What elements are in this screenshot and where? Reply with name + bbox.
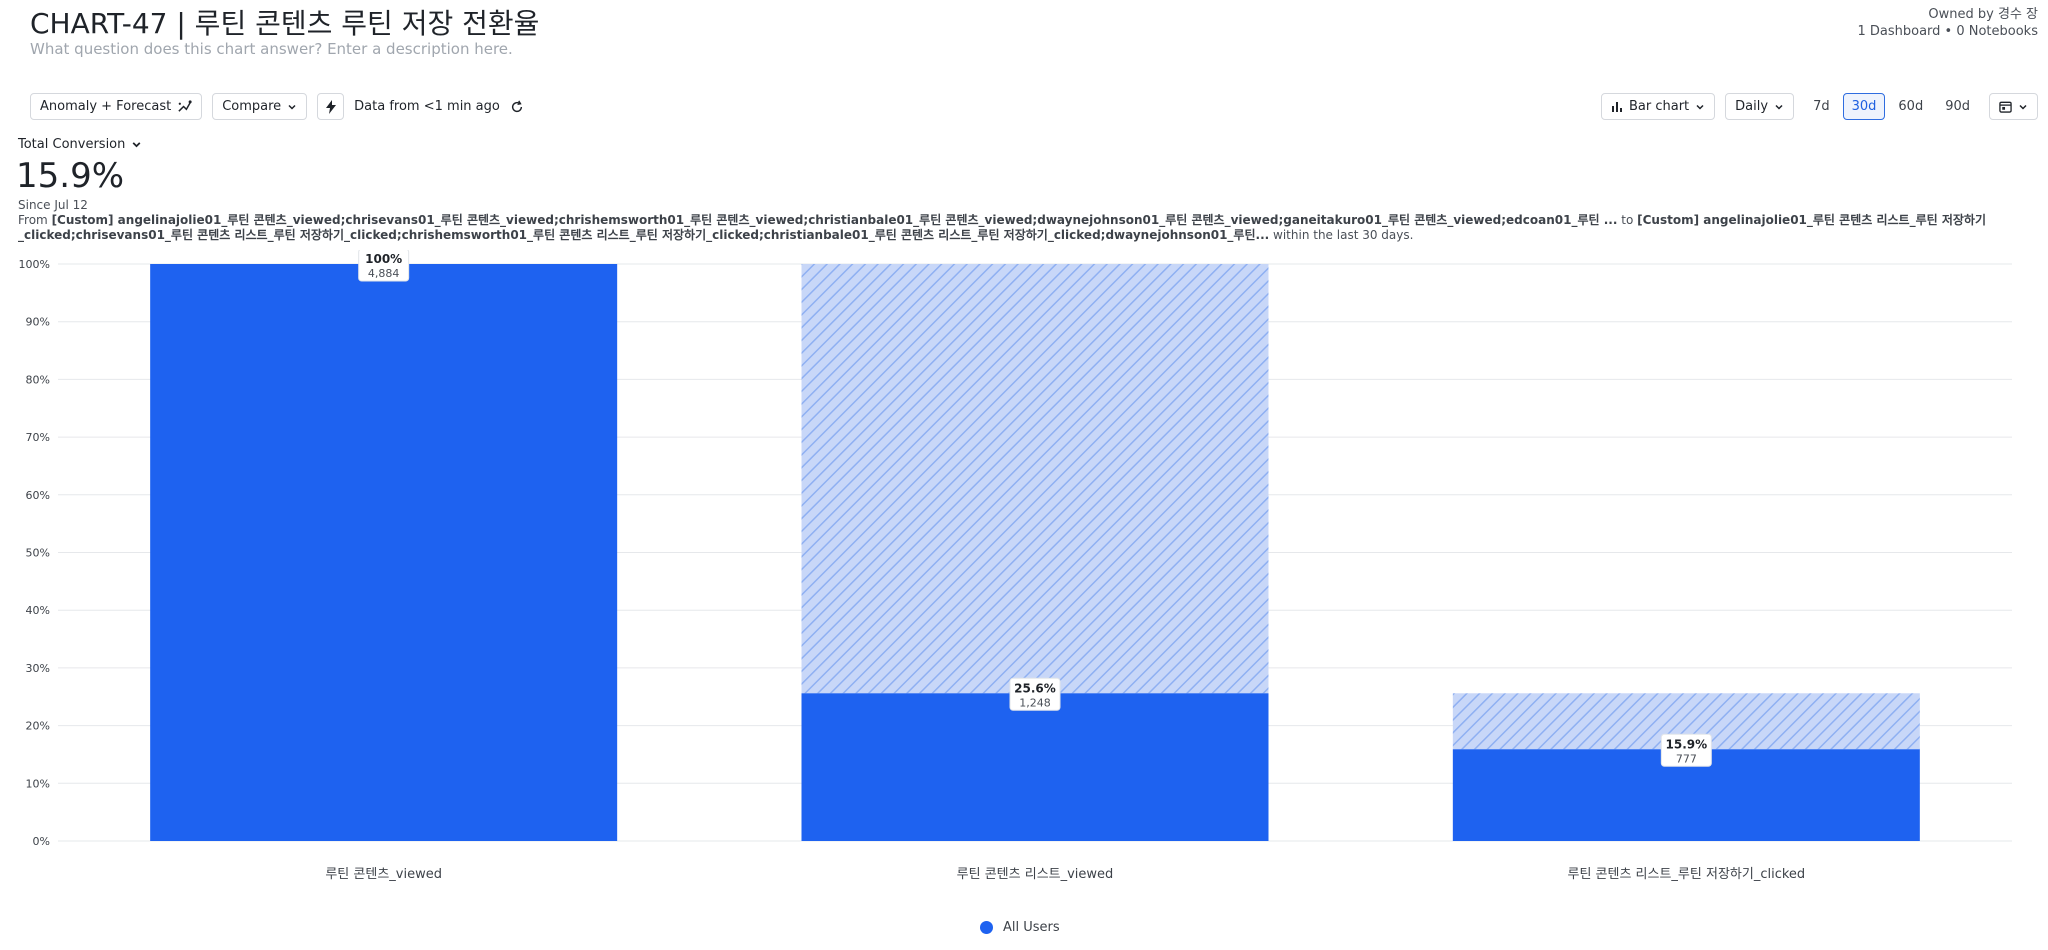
calendar-button[interactable]: [1989, 93, 2038, 120]
lightning-icon: [325, 99, 336, 114]
y-tick-label: 50%: [26, 547, 50, 560]
owner-label: Owned by 경수 장: [1928, 7, 2038, 22]
bar-percent-label: 25.6%: [1014, 681, 1056, 695]
legend-dot[interactable]: [980, 921, 993, 934]
conversion-bar[interactable]: [150, 264, 618, 841]
chart-type-label: Bar chart: [1629, 99, 1690, 114]
range-option-60d[interactable]: 60d: [1898, 99, 1924, 114]
y-tick-label: 30%: [26, 662, 50, 675]
chevron-down-icon: [1775, 104, 1783, 110]
dropoff-bar[interactable]: [801, 264, 1269, 694]
y-tick-label: 10%: [26, 777, 50, 790]
x-category-label: 루틴 콘텐츠 리스트_루틴 저장하기_clicked: [1567, 867, 1805, 882]
funnel-definition: From [Custom] angelinajolie01_루틴 콘텐츠_vie…: [18, 213, 2038, 243]
y-tick-label: 0%: [33, 835, 50, 848]
from-prefix: From: [18, 213, 48, 227]
range-option-7d[interactable]: 7d: [1813, 99, 1830, 114]
y-tick-label: 20%: [26, 720, 50, 733]
y-tick-label: 60%: [26, 489, 50, 502]
chart-legend: All Users: [980, 920, 1060, 935]
bar-value-tag: [1009, 677, 1061, 711]
funnel-bar-chart: 0%10%20%30%40%50%60%70%80%90%100% 100%4,…: [19, 250, 2012, 882]
metric-select[interactable]: Total Conversion: [18, 137, 142, 152]
y-tick-label: 100%: [19, 258, 50, 271]
date-range-picker: 7d 30d 60d 90d: [1804, 93, 1979, 120]
chart-type-select[interactable]: Bar chart: [1601, 93, 1716, 120]
forecast-icon: [178, 100, 192, 112]
chevron-down-icon: [1696, 104, 1704, 110]
to-word: to: [1621, 213, 1634, 227]
x-category-label: 루틴 콘텐츠_viewed: [325, 867, 442, 882]
bar-value-tag: [1660, 733, 1712, 767]
anomaly-forecast-button[interactable]: Anomaly + Forecast: [30, 93, 203, 120]
page-title[interactable]: CHART-47 | 루틴 콘텐츠 루틴 저장 전환율: [30, 7, 540, 40]
conversion-bar[interactable]: [801, 693, 1269, 841]
usage-label[interactable]: 1 Dashboard • 0 Notebooks: [1857, 24, 2038, 39]
chevron-down-icon: [288, 104, 296, 110]
range-option-30d[interactable]: 30d: [1842, 93, 1886, 120]
to-events: [Custom] angelinajolie01_루틴 콘텐츠 리스트_루틴 저…: [18, 213, 1986, 242]
lightning-button[interactable]: [317, 93, 345, 120]
interval-select[interactable]: Daily: [1725, 93, 1795, 120]
chevron-down-icon: [132, 142, 141, 148]
range-option-90d[interactable]: 90d: [1945, 99, 1970, 114]
chevron-down-icon: [2019, 104, 2027, 110]
bar-count-label: 4,884: [368, 267, 400, 280]
bar-percent-label: 100%: [365, 252, 402, 266]
interval-label: Daily: [1735, 99, 1769, 114]
data-freshness-label: Data from <1 min ago: [354, 99, 500, 114]
refresh-icon[interactable]: [510, 100, 524, 114]
y-tick-label: 70%: [26, 431, 50, 444]
bar-count-label: 1,248: [1019, 696, 1051, 709]
toolbar-right: Bar chart Daily 7d 30d 60d 90d: [1601, 93, 2038, 120]
bar-chart-icon: [1612, 101, 1622, 112]
compare-label: Compare: [222, 99, 282, 114]
legend-label-all-users[interactable]: All Users: [1003, 920, 1060, 935]
data-freshness: Data from <1 min ago: [354, 99, 500, 114]
total-conversion-value: 15.9%: [16, 156, 125, 196]
bar-percent-label: 15.9%: [1666, 737, 1708, 751]
since-label: Since Jul 12: [18, 198, 88, 212]
x-category-label: 루틴 콘텐츠 리스트_viewed: [957, 867, 1114, 882]
description-placeholder[interactable]: What question does this chart answer? En…: [30, 40, 513, 58]
compare-button[interactable]: Compare: [212, 93, 308, 120]
y-tick-label: 40%: [26, 604, 50, 617]
calendar-icon: [1999, 101, 2012, 113]
from-events: [Custom] angelinajolie01_루틴 콘텐츠_viewed;c…: [51, 213, 1618, 227]
y-tick-label: 80%: [26, 373, 50, 386]
anomaly-forecast-label: Anomaly + Forecast: [40, 99, 172, 114]
toolbar-left: Anomaly + Forecast Compare Data from <1 …: [30, 93, 524, 120]
metric-label: Total Conversion: [18, 137, 126, 152]
bar-value-tag: [358, 250, 410, 282]
y-tick-label: 90%: [26, 316, 50, 329]
bar-count-label: 777: [1676, 752, 1697, 765]
timeframe-suffix: within the last 30 days.: [1273, 228, 1414, 242]
